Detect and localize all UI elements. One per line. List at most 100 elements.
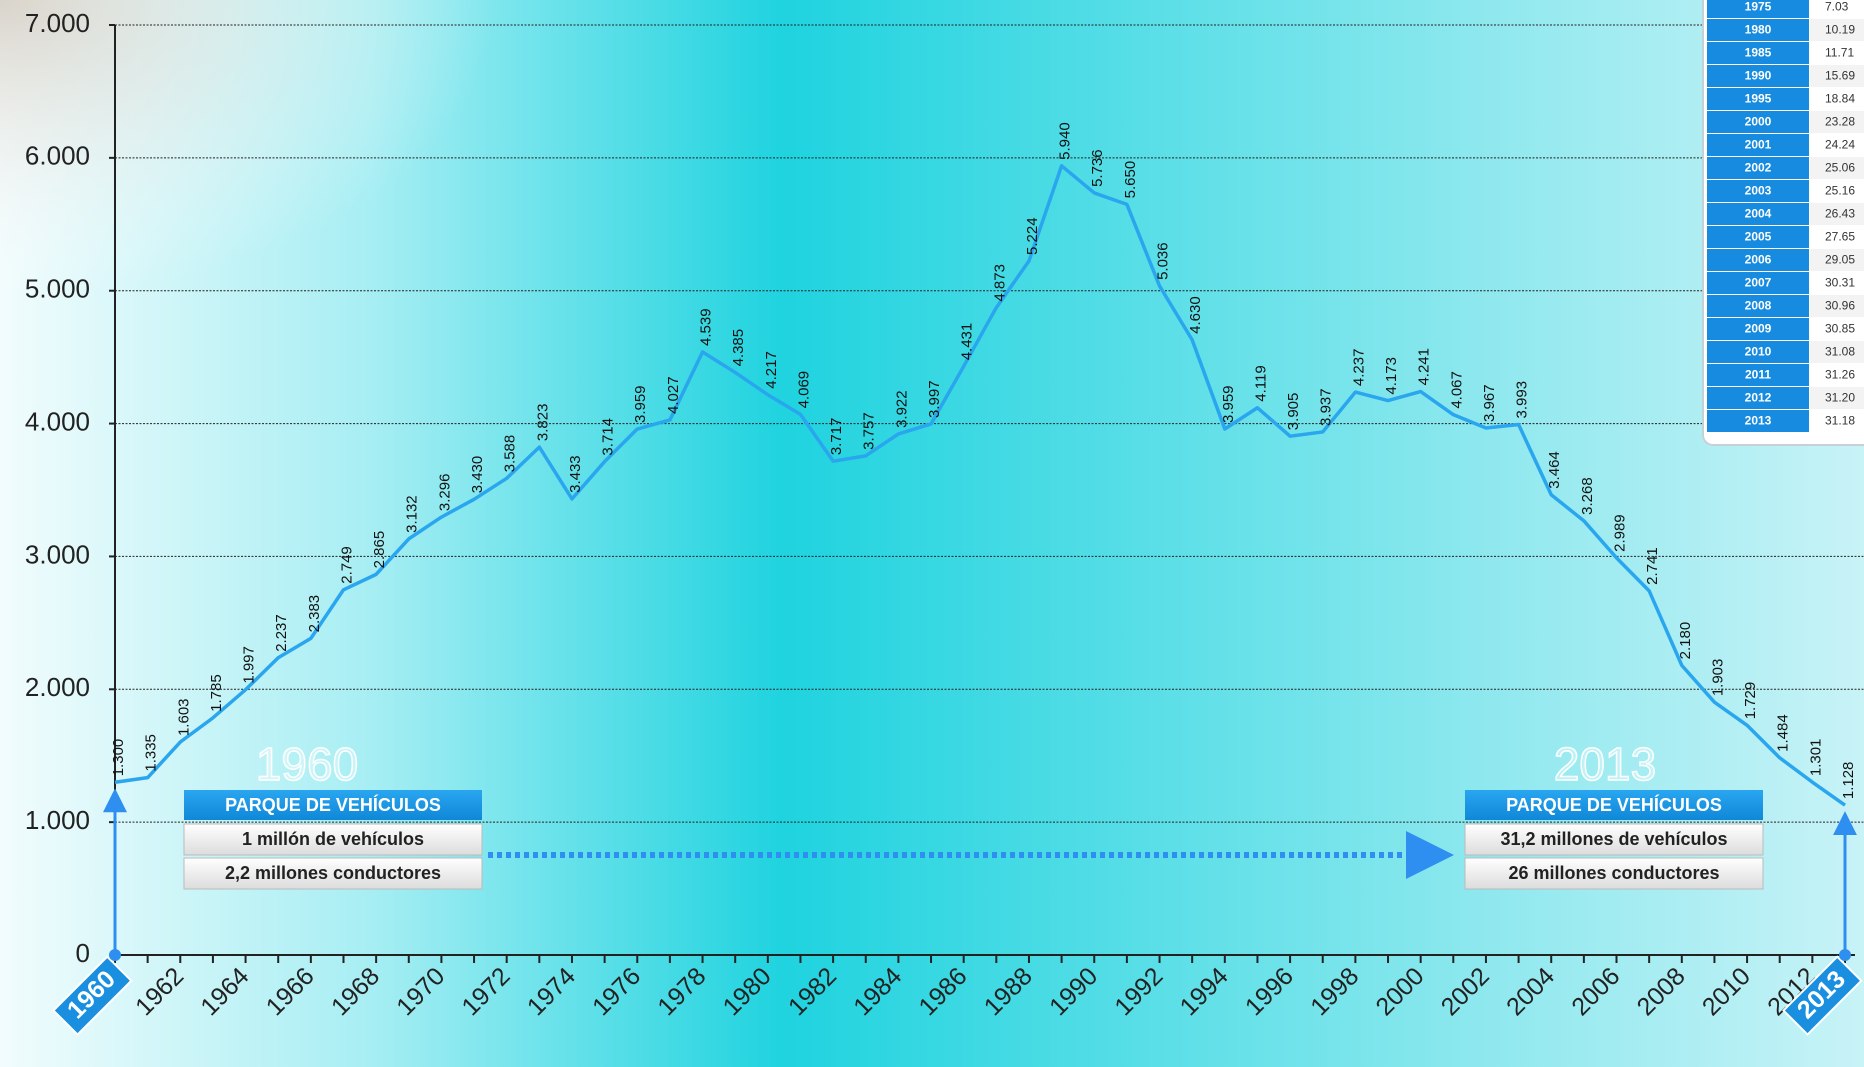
data-label: 2.180 [1677, 622, 1694, 660]
table-year: 1995 [1745, 92, 1772, 106]
table-year: 1985 [1745, 46, 1772, 60]
data-label: 3.967 [1481, 384, 1498, 422]
table-value: 18.84 [1825, 92, 1855, 106]
data-label: 4.069 [795, 371, 812, 409]
data-label: 2.741 [1644, 547, 1661, 585]
annotation-text: 26 millones conductores [1508, 863, 1719, 883]
annotation-year: 2013 [1554, 738, 1656, 790]
data-label: 2.383 [306, 595, 323, 633]
x-tick-highlight [1782, 955, 1863, 1036]
data-label: 4.217 [763, 351, 780, 389]
data-label: 3.433 [567, 455, 584, 493]
data-label: 3.132 [404, 495, 421, 533]
table-value: 24.24 [1825, 138, 1855, 152]
data-label: 1.785 [208, 674, 225, 712]
table-year-cell [1707, 203, 1809, 225]
table-year: 2008 [1745, 299, 1772, 313]
data-label: 3.993 [1514, 381, 1531, 419]
data-label: 2.865 [371, 531, 388, 569]
data-label: 4.539 [698, 308, 715, 346]
data-label: 4.067 [1448, 371, 1465, 409]
data-label: 5.224 [1024, 217, 1041, 255]
table-year-cell [1707, 226, 1809, 248]
table-value: 15.69 [1825, 69, 1855, 83]
annotation-header [1465, 790, 1763, 820]
data-label: 5.736 [1089, 149, 1106, 187]
data-label: 3.296 [436, 474, 453, 512]
table-value-cell [1810, 42, 1864, 64]
annotation-title: PARQUE DE VEHÍCULOS [225, 794, 441, 815]
data-label: 3.588 [502, 435, 519, 473]
data-label: 1.997 [241, 646, 258, 684]
y-tick-label: 6.000 [25, 141, 90, 171]
table-value: 31.18 [1825, 414, 1855, 428]
table-value-cell [1810, 111, 1864, 133]
data-label: 1.301 [1807, 739, 1824, 777]
table-value-cell [1810, 0, 1864, 18]
table-value: 31.08 [1825, 345, 1855, 359]
table-value-cell [1810, 226, 1864, 248]
axis-dot [109, 949, 121, 961]
table-value-cell [1810, 318, 1864, 340]
data-label: 4.873 [991, 264, 1008, 302]
annotation-header [184, 790, 482, 820]
data-label: 4.630 [1187, 296, 1204, 334]
data-label: 4.237 [1350, 349, 1367, 387]
data-label: 3.430 [469, 456, 486, 494]
table-value-cell [1810, 410, 1864, 432]
table-year-cell [1707, 42, 1809, 64]
table-year-cell [1707, 364, 1809, 386]
table-year-cell [1707, 318, 1809, 340]
data-label: 3.922 [893, 390, 910, 428]
table-value: 25.06 [1825, 161, 1855, 175]
table-year: 2005 [1745, 230, 1772, 244]
table-year-cell [1707, 387, 1809, 409]
table-year: 1990 [1745, 69, 1772, 83]
y-tick-label: 1.000 [25, 805, 90, 835]
table-year: 2011 [1745, 368, 1771, 382]
data-label: 4.119 [1252, 365, 1269, 401]
annotation-year: 1960 [256, 738, 358, 790]
data-label: 1.335 [143, 734, 160, 772]
table-year-cell [1707, 272, 1809, 294]
table-value: 30.31 [1825, 276, 1855, 290]
data-label: 1.603 [175, 698, 192, 736]
table-year-cell [1707, 19, 1809, 41]
annotation-row [183, 823, 483, 856]
table-year-cell [1707, 180, 1809, 202]
data-label: 1.300 [110, 739, 127, 777]
data-label: 2.237 [273, 614, 290, 652]
table-year-cell [1707, 88, 1809, 110]
table-value: 11.71 [1825, 46, 1854, 60]
data-label: 3.268 [1579, 477, 1596, 515]
table-value: 31.20 [1825, 391, 1855, 405]
data-label: 2.989 [1611, 514, 1628, 552]
table-value-cell [1810, 341, 1864, 363]
y-tick-label: 2.000 [25, 672, 90, 702]
table-value-cell [1810, 249, 1864, 271]
table-value-cell [1810, 387, 1864, 409]
table-year: 1980 [1745, 23, 1772, 37]
table-value: 7.03 [1825, 0, 1849, 14]
table-value: 30.96 [1825, 299, 1855, 313]
data-label: 4.173 [1383, 357, 1400, 395]
x-tick-highlight [52, 955, 133, 1036]
data-label: 3.714 [600, 418, 617, 456]
y-tick-label: 7.000 [25, 8, 90, 38]
annotation-row [1464, 823, 1764, 856]
table-year: 2000 [1745, 115, 1772, 129]
data-label: 4.027 [665, 376, 682, 414]
data-label: 4.385 [730, 329, 747, 367]
table-year-cell [1707, 157, 1809, 179]
table-value-cell [1810, 364, 1864, 386]
annotation-text: 31,2 millones de vehículos [1500, 829, 1727, 849]
table-year: 2003 [1745, 184, 1772, 198]
annotation-row [1464, 857, 1764, 890]
annotation-text: 2,2 millones conductores [225, 863, 441, 883]
data-label: 3.905 [1285, 393, 1302, 431]
y-tick-label: 0 [76, 938, 90, 968]
table-year: 2010 [1745, 345, 1772, 359]
table-year: 2006 [1745, 253, 1772, 267]
table-value: 26.43 [1825, 207, 1855, 221]
